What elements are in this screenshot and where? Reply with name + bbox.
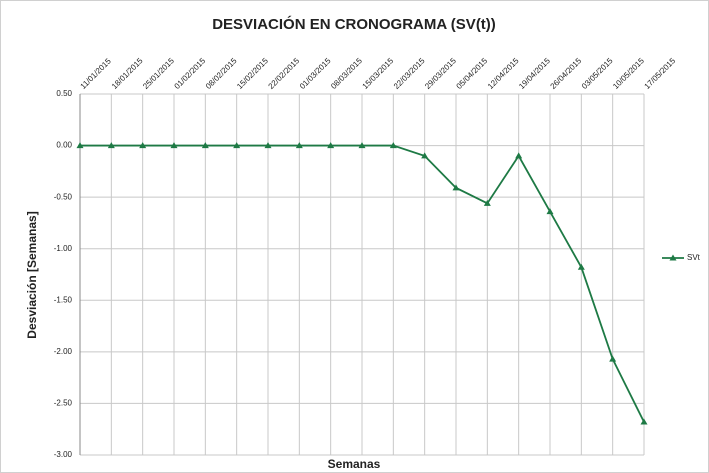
data-point (295, 142, 303, 149)
data-point (139, 142, 147, 149)
y-tick-label: -0.50 (54, 192, 73, 201)
y-tick-label: -3.00 (54, 450, 73, 459)
data-point (107, 142, 115, 149)
y-tick-label: 0.50 (56, 89, 72, 98)
y-tick-label: -2.50 (54, 399, 73, 408)
y-tick-label: 0.00 (56, 141, 72, 150)
data-point (609, 355, 617, 362)
data-point (264, 142, 272, 149)
data-point (201, 142, 209, 149)
data-point (546, 208, 554, 215)
data-point (483, 199, 491, 206)
legend-label: SVt (687, 253, 701, 262)
data-point (452, 184, 460, 191)
chart-title: DESVIACIÓN EN CRONOGRAMA (SV(t)) (212, 15, 496, 33)
data-point (640, 418, 648, 425)
x-axis-label: Semanas (328, 457, 381, 471)
data-point (170, 142, 178, 149)
data-point (358, 142, 366, 149)
data-point (577, 263, 585, 270)
y-tick-label: -1.00 (54, 244, 73, 253)
data-point (389, 142, 397, 149)
y-axis-label: Desviación [Semanas] (25, 211, 39, 338)
data-point (233, 142, 241, 149)
y-tick-label: -2.00 (54, 347, 73, 356)
data-point (421, 152, 429, 159)
data-point (515, 152, 523, 159)
data-point (76, 142, 84, 149)
data-point (327, 142, 335, 149)
y-tick-label: -1.50 (54, 295, 73, 304)
legend-marker (669, 254, 677, 261)
